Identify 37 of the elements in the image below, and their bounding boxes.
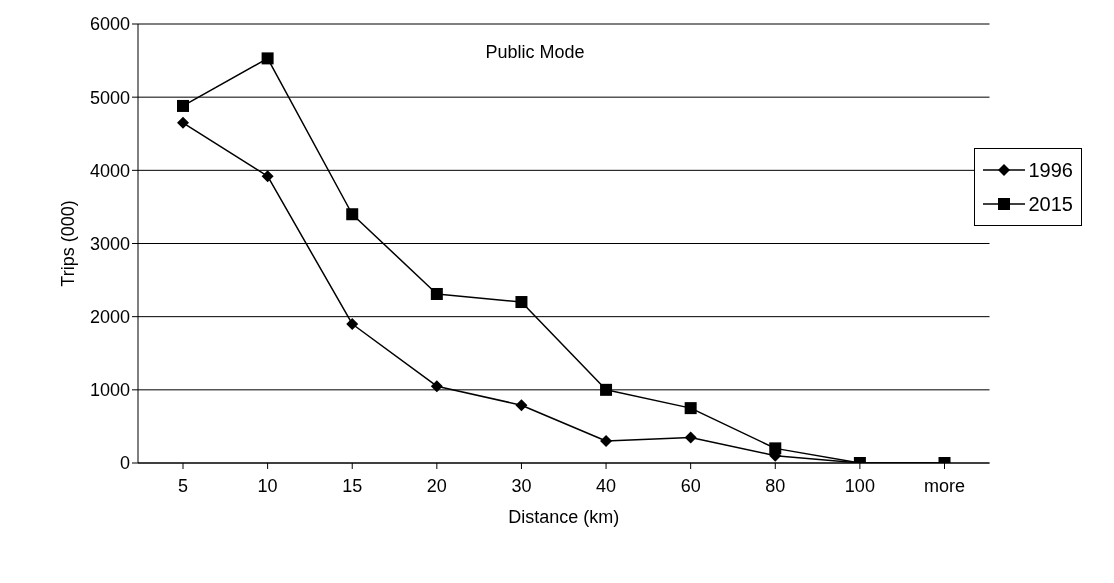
point — [600, 435, 613, 448]
x-tick-label: 10 — [257, 475, 278, 496]
legend-label: 1996 — [1028, 158, 1073, 182]
point — [261, 170, 274, 183]
x-tick-label: 80 — [765, 475, 786, 496]
text: Public Mode — [485, 42, 585, 62]
point — [600, 383, 613, 396]
point — [430, 380, 443, 393]
point — [430, 287, 443, 300]
point — [515, 399, 528, 412]
point — [177, 116, 189, 129]
x-tick-label: 15 — [342, 475, 363, 496]
x-tick-label: 5 — [177, 475, 189, 496]
x-tick-label: 20 — [426, 475, 447, 496]
y-tick-label: 5000 — [89, 87, 130, 108]
x-tick-label: 30 — [511, 475, 532, 496]
point — [346, 317, 359, 330]
y-tick-label: 2000 — [89, 307, 130, 328]
x-tick-label: 100 — [844, 475, 875, 496]
x-tick-label: more — [923, 475, 966, 496]
x-tick-label: 40 — [596, 475, 617, 496]
point — [684, 431, 697, 444]
point — [684, 402, 697, 415]
y-tick-label: 0 — [119, 453, 130, 474]
y-axis-title: Trips (000) — [58, 200, 79, 287]
point — [346, 208, 359, 221]
point — [515, 296, 528, 309]
y-tick-label: 1000 — [89, 380, 130, 401]
legend-label: 2015 — [1028, 192, 1073, 216]
y-tick-label: 3000 — [89, 233, 130, 254]
x-axis-title: Distance (km) — [508, 507, 620, 527]
y-tick-label: 4000 — [89, 160, 130, 181]
x-tick-label: 60 — [680, 475, 701, 496]
point — [769, 442, 782, 455]
y-tick-label: 6000 — [89, 14, 130, 35]
point — [177, 99, 189, 112]
point — [261, 52, 274, 65]
